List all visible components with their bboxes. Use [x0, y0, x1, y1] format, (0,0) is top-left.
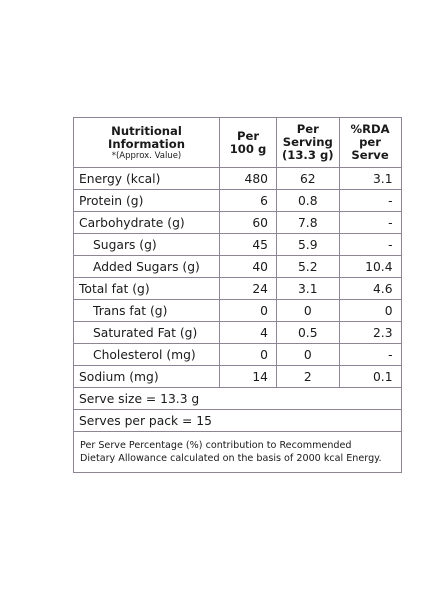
nutrient-value: 0.8 — [276, 189, 340, 212]
nutrient-value: - — [338, 233, 402, 256]
nutrient-name: Carbohydrate (g) — [73, 211, 220, 234]
nutrient-value: 4 — [219, 321, 277, 344]
nutrient-value: 4.6 — [338, 277, 402, 300]
nutrient-value: 3.1 — [276, 277, 340, 300]
nutrient-value: 2 — [276, 365, 340, 388]
header-line: Information — [108, 136, 185, 151]
nutrient-value: - — [338, 211, 402, 234]
nutrient-value: 480 — [219, 167, 277, 190]
header-line: %RDA — [350, 122, 390, 136]
nutrient-row: Energy (kcal) 480 62 3.1 — [73, 167, 402, 190]
nutrient-value: 3.1 — [338, 167, 402, 190]
header-line: Serve — [351, 148, 389, 162]
nutrient-value: - — [338, 343, 402, 366]
nutrient-name: Sugars (g) — [73, 233, 220, 256]
nutrition-table: Nutritional Information *(Approx. Value) Pe… — [73, 117, 402, 473]
header-line: (13.3 g) — [282, 148, 334, 162]
header-row: Nutritional Information *(Approx. Value) Pe… — [73, 117, 402, 168]
nutrient-row: Total fat (g) 24 3.1 4.6 — [73, 277, 402, 300]
nutrient-value: 0.5 — [276, 321, 340, 344]
header-line: Per — [236, 128, 260, 143]
header-cell: Per 100 g — [219, 117, 277, 168]
nutrient-value: 0 — [338, 299, 402, 322]
nutrient-row: Sugars (g) 45 5.9- — [73, 233, 402, 256]
nutrient-value: 5.2 — [276, 255, 340, 278]
nutrient-name: Sodium (mg) — [73, 365, 220, 388]
nutrition-panel: Nutritional Information *(Approx. Value) Pe… — [73, 117, 402, 473]
nutrient-value: 7.8 — [276, 211, 340, 234]
info-cell: Serves per pack = 15 — [73, 409, 402, 432]
nutrient-value: 0 — [276, 299, 340, 322]
nutrient-value: 10.4 — [338, 255, 402, 278]
nutrient-value: 60 — [219, 211, 277, 234]
nutrient-name: Energy (kcal) — [73, 167, 220, 190]
header-cell: %RDA per Serve — [338, 117, 402, 168]
nutrient-value: 0 — [219, 343, 277, 366]
nutrient-row: Carbohydrate (g) 60 7.8- — [73, 211, 402, 234]
nutrient-value: 0.1 — [338, 365, 402, 388]
header-note: *(Approx. Value) — [111, 150, 182, 161]
nutrient-row: Protein (g) 6 0.8- — [73, 189, 402, 212]
nutrient-value: 24 — [219, 277, 277, 300]
nutrient-value: 45 — [219, 233, 277, 256]
nutrient-value: 40 — [219, 255, 277, 278]
header-line: 100 g — [229, 141, 267, 156]
nutrient-value: 0 — [219, 299, 277, 322]
info-row: Serve size = 13.3 g — [73, 387, 402, 410]
nutrient-name: Cholesterol (mg) — [73, 343, 220, 366]
nutrient-row: Cholesterol (mg) 0 0- — [73, 343, 402, 366]
header-cell: Nutritional Information *(Approx. Value) — [73, 117, 220, 168]
header-line: Per Serve Percentage (%) contribution to… — [80, 440, 352, 451]
info-cell: Serve size = 13.3 g — [73, 387, 402, 410]
nutrient-value: 62 — [276, 167, 340, 190]
table-body: Nutritional Information *(Approx. Value) Pe… — [73, 117, 402, 473]
nutrient-name: Trans fat (g) — [73, 299, 220, 322]
header-line: Dietary Allowance calculated on the basi… — [80, 453, 382, 464]
nutrient-name: Added Sugars (g) — [73, 255, 220, 278]
nutrient-value: 2.3 — [338, 321, 402, 344]
nutrient-row: Trans fat (g) 0 0 0 — [73, 299, 402, 322]
nutrient-name: Protein (g) — [73, 189, 220, 212]
header-line: Nutritional — [111, 123, 182, 138]
header-line: Per — [296, 122, 319, 136]
nutrient-value: 0 — [276, 343, 340, 366]
footnote-row: Per Serve Percentage (%) contribution to… — [73, 431, 402, 473]
nutrient-name: Total fat (g) — [73, 277, 220, 300]
nutrient-row: Added Sugars (g) 40 5.2 10.4 — [73, 255, 402, 278]
info-row: Serves per pack = 15 — [73, 409, 402, 432]
nutrient-row: Sodium (mg) 14 2 0.1 — [73, 365, 402, 388]
nutrient-value: 5.9 — [276, 233, 340, 256]
header-line: Serving — [282, 135, 333, 149]
nutrient-value: 6 — [219, 189, 277, 212]
header-line: per — [359, 135, 381, 149]
footnote: Per Serve Percentage (%) contribution to… — [73, 431, 402, 473]
nutrient-value: - — [338, 189, 402, 212]
header-cell: Per Serving (13.3 g) — [276, 117, 340, 168]
nutrient-row: Saturated Fat (g) 4 0.5 2.3 — [73, 321, 402, 344]
nutrient-name: Saturated Fat (g) — [73, 321, 220, 344]
nutrient-value: 14 — [219, 365, 277, 388]
